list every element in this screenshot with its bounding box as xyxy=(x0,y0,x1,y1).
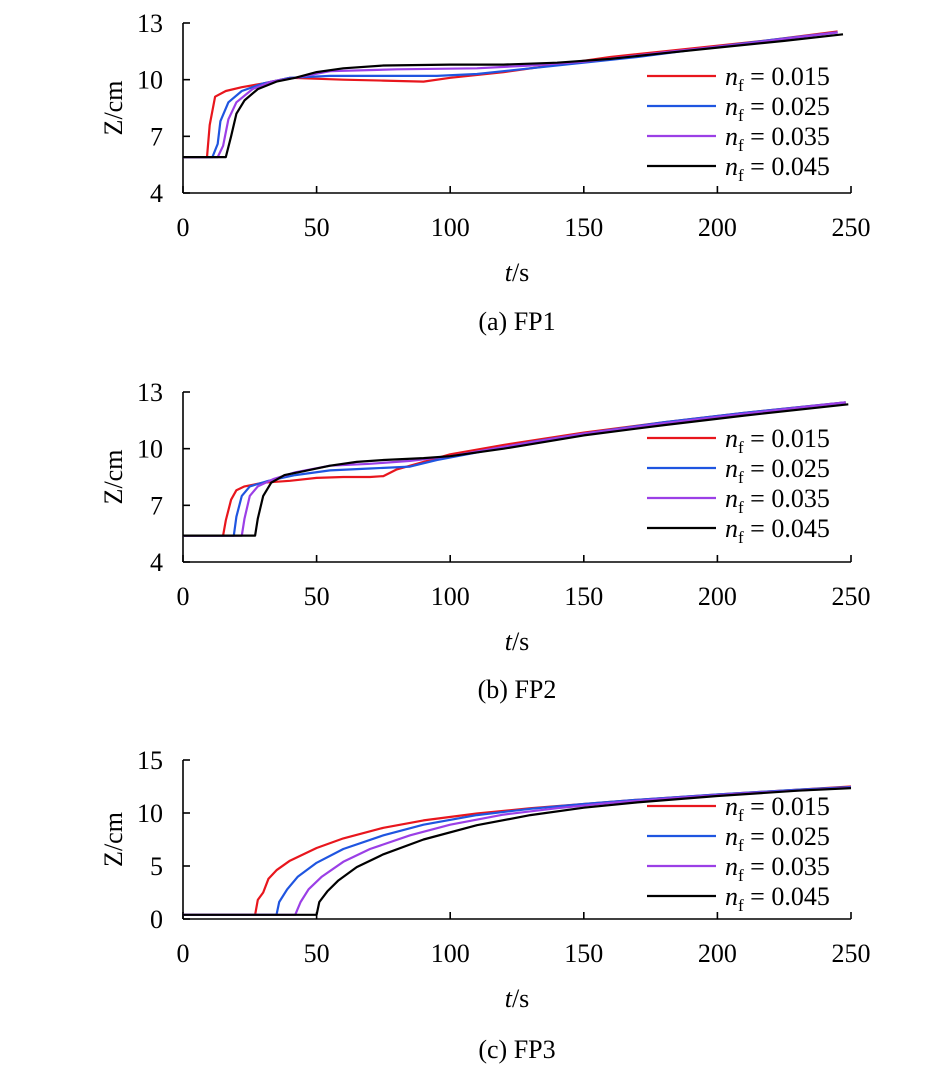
x-tick-label: 50 xyxy=(304,213,330,242)
y-tick-label: 13 xyxy=(137,9,163,38)
panel-caption: (c) FP3 xyxy=(478,1035,555,1064)
x-tick-label: 100 xyxy=(431,939,470,968)
legend-label: nf = 0.045 xyxy=(725,882,830,915)
series-line xyxy=(183,786,852,916)
x-tick-label: 250 xyxy=(832,213,871,242)
x-tick-label: 150 xyxy=(564,213,603,242)
x-tick-label: 150 xyxy=(564,939,603,968)
x-tick-label: 250 xyxy=(832,582,871,611)
legend-label: nf = 0.045 xyxy=(725,152,830,185)
panel-fp1: 0 50 100 150 200 250 4 7 10 13 Z/cm t/s (a) FP1 nf = … xyxy=(99,9,871,336)
series-line xyxy=(183,787,852,916)
x-tick-label: 50 xyxy=(304,582,330,611)
y-tick-label: 15 xyxy=(137,746,163,775)
legend-label: nf = 0.015 xyxy=(725,792,830,825)
panel-caption: (a) FP1 xyxy=(478,307,555,336)
x-tick-label: 100 xyxy=(431,213,470,242)
x-axis-label: t/s xyxy=(505,258,530,287)
x-tick-label: 200 xyxy=(698,213,737,242)
y-axis-label: Z/cm xyxy=(99,81,128,136)
panel-fp3: 0 50 100 150 200 250 0 5 10 15 Z/cm t/s (c) FP3 nf = … xyxy=(99,746,871,1064)
x-tick-label: 100 xyxy=(431,582,470,611)
legend-label: nf = 0.045 xyxy=(725,514,830,547)
legend-label: nf = 0.025 xyxy=(725,822,830,855)
legend-label: nf = 0.035 xyxy=(725,484,830,517)
y-tick-label: 7 xyxy=(150,122,163,151)
x-axis-label: t/s xyxy=(505,984,530,1013)
panel-fp2: 0 50 100 150 200 250 4 7 10 13 Z/cm t/s (b) FP2 nf = … xyxy=(99,378,871,704)
series-line xyxy=(183,401,846,537)
legend-label: nf = 0.035 xyxy=(725,852,830,885)
y-tick-label: 4 xyxy=(150,179,163,208)
series-line xyxy=(183,403,849,537)
x-tick-label: 0 xyxy=(177,213,190,242)
legend-label: nf = 0.035 xyxy=(725,122,830,155)
panel-caption: (b) FP2 xyxy=(478,675,557,704)
x-axis-label: t/s xyxy=(505,627,530,656)
y-axis-label: Z/cm xyxy=(99,812,128,867)
legend-label: nf = 0.025 xyxy=(725,454,830,487)
y-tick-label: 4 xyxy=(150,548,163,577)
y-axis-label: Z/cm xyxy=(99,450,128,505)
y-tick-label: 10 xyxy=(137,66,163,95)
x-tick-label: 200 xyxy=(698,582,737,611)
y-tick-label: 0 xyxy=(150,905,163,934)
y-tick-label: 5 xyxy=(150,852,163,881)
series-line xyxy=(183,33,844,159)
y-tick-label: 13 xyxy=(137,378,163,407)
legend-label: nf = 0.015 xyxy=(725,424,830,457)
legend-label: nf = 0.025 xyxy=(725,92,830,125)
y-tick-label: 10 xyxy=(137,799,163,828)
legend-label: nf = 0.015 xyxy=(725,62,830,95)
x-tick-label: 250 xyxy=(832,939,871,968)
x-tick-label: 150 xyxy=(564,582,603,611)
x-tick-label: 200 xyxy=(698,939,737,968)
y-tick-label: 10 xyxy=(137,435,163,464)
x-tick-label: 0 xyxy=(177,582,190,611)
x-tick-label: 50 xyxy=(304,939,330,968)
x-tick-label: 0 xyxy=(177,939,190,968)
y-tick-label: 7 xyxy=(150,491,163,520)
